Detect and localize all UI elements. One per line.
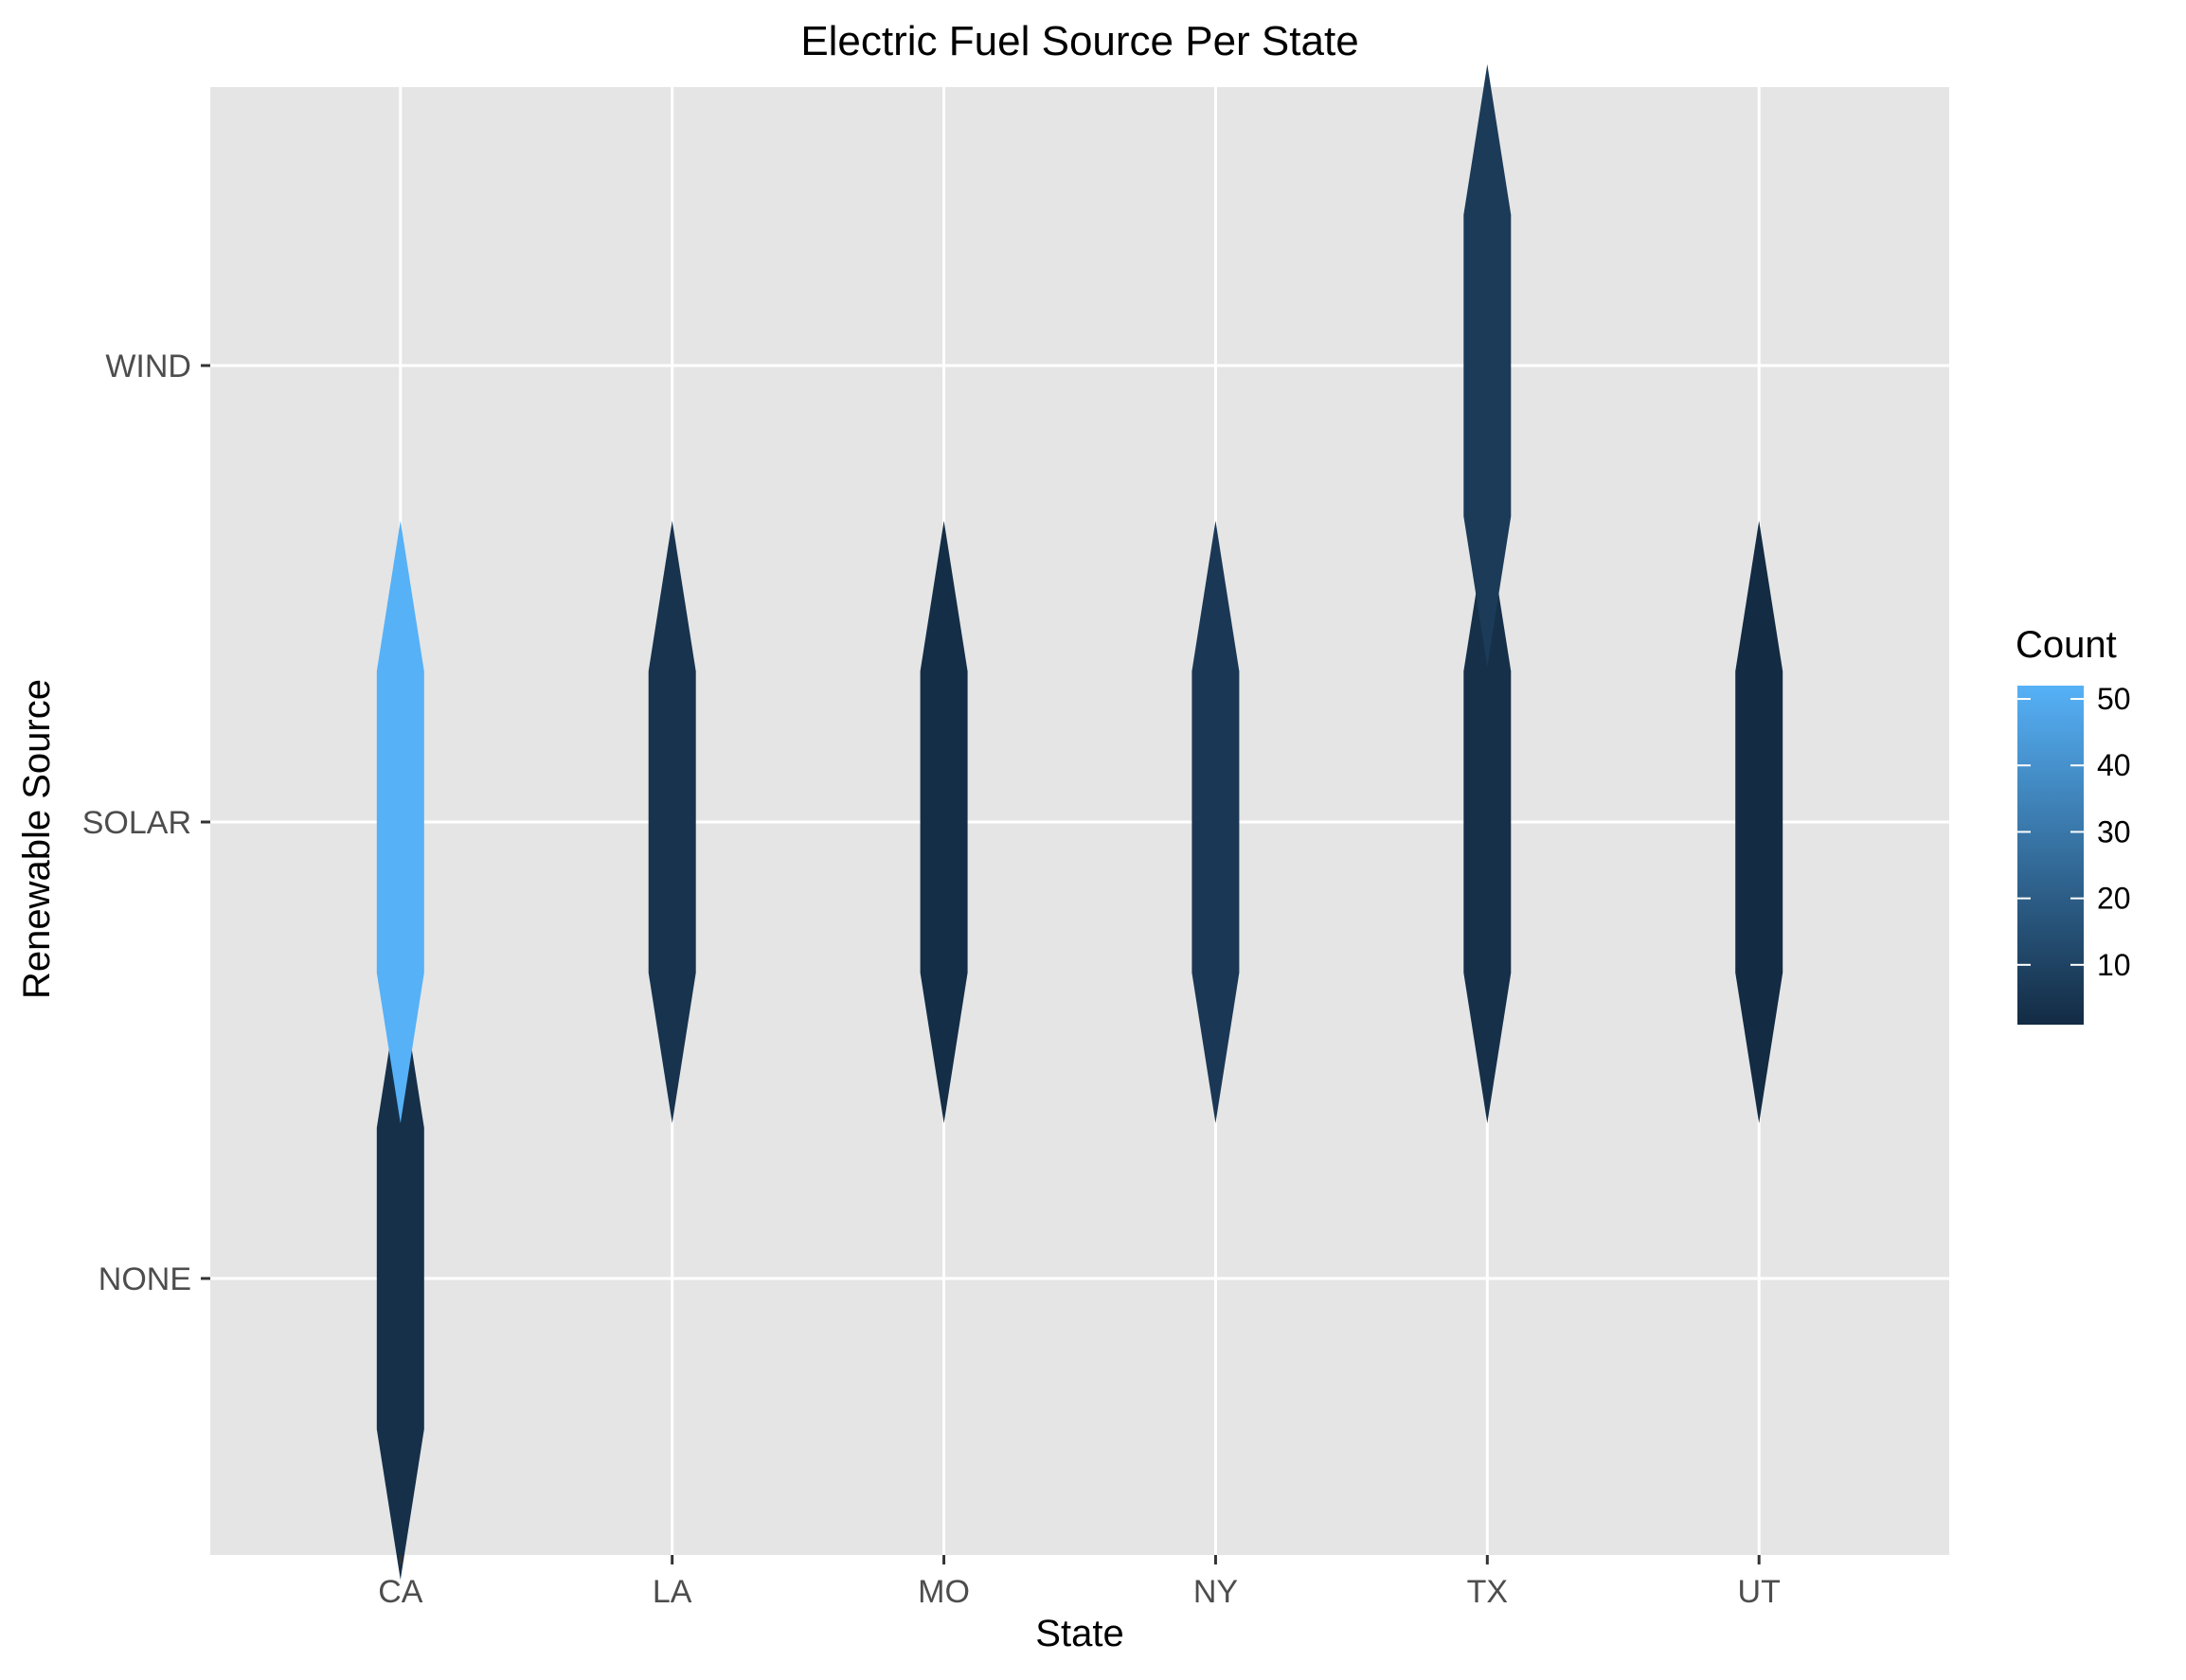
x-axis-label: State: [1035, 1613, 1123, 1654]
axes: CA LA MO NY TX UT NONE SOLAR WIND: [82, 349, 1781, 1610]
heatmap-cell-ut-solar: [1735, 520, 1783, 1124]
legend-tick-label: 20: [2097, 882, 2131, 916]
chart-title: Electric Fuel Source Per State: [800, 18, 1358, 64]
x-tick-label-ut: UT: [1738, 1574, 1781, 1610]
y-tick-label-none: NONE: [99, 1261, 191, 1297]
heatmap-cell-ny-solar: [1192, 520, 1240, 1124]
x-tick-label-ca: CA: [378, 1574, 423, 1610]
x-tick-label-mo: MO: [918, 1574, 970, 1610]
y-tick-label-solar: SOLAR: [82, 805, 191, 841]
heatmap-cell-ca-solar: [376, 520, 424, 1124]
heatmap-cell-ca-none: [376, 976, 424, 1581]
legend-tick-label: 30: [2097, 814, 2131, 849]
heatmap-cell-mo-solar: [920, 520, 968, 1124]
legend-title: Count: [2016, 624, 2117, 666]
plot-panel: [210, 87, 1949, 1555]
x-tick-label-la: LA: [653, 1574, 692, 1610]
legend-colorbar: [2017, 686, 2084, 1025]
legend-tick-label: 50: [2097, 682, 2131, 716]
x-tick-label-tx: TX: [1467, 1574, 1508, 1610]
legend: Count 10 20 30 40 50: [2016, 624, 2131, 1025]
heatmap-cells: [376, 63, 1783, 1581]
y-axis-label: Renewable Source: [16, 679, 58, 999]
legend-tick-label: 40: [2097, 748, 2131, 782]
heatmap-cell-la-solar: [648, 520, 696, 1124]
legend-tick-label: 10: [2097, 948, 2131, 982]
y-tick-label-wind: WIND: [105, 349, 191, 384]
heatmap-cell-tx-solar: [1463, 520, 1512, 1124]
x-tick-label-ny: NY: [1193, 1574, 1238, 1610]
heatmap-cell-tx-wind: [1463, 63, 1512, 668]
